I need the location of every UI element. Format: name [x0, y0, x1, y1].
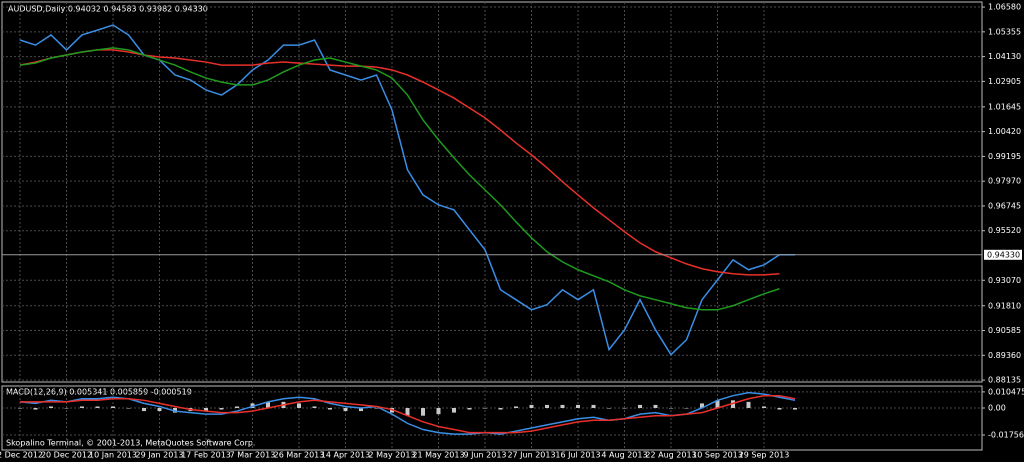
x-tick-label: 26 Mar 2013 [274, 451, 325, 460]
histogram-bar [498, 408, 503, 410]
histogram-bar [126, 408, 131, 409]
histogram-bar [545, 404, 549, 408]
histogram-bar [467, 408, 472, 410]
histogram-bar [235, 406, 239, 408]
chart-title: AUDUSD,Daily 0.94032 0.94583 0.93982 0.9… [8, 5, 208, 14]
histogram-bar [762, 406, 766, 408]
histogram-bar [328, 408, 332, 410]
x-tick-label: 9 Jun 2013 [463, 451, 506, 460]
histogram-bar [638, 404, 642, 408]
histogram-bar [374, 408, 379, 409]
histogram-bar [359, 408, 363, 412]
y-tick-label: 0.010475 [988, 387, 1024, 396]
histogram-bar [18, 408, 22, 409]
histogram-bar [684, 408, 689, 409]
y-tick-label: 1.06580 [988, 3, 1021, 12]
x-tick-label: 2 May 2013 [368, 451, 415, 460]
histogram-bar [622, 408, 627, 409]
y-tick-label: 1.05355 [988, 27, 1021, 36]
series-line [19, 391, 796, 435]
histogram-bar [777, 408, 782, 410]
histogram-bar [591, 404, 596, 408]
main-panel-frame [1, 1, 983, 383]
histogram-bar [576, 404, 580, 408]
x-tick-label: 10 Jan 2013 [89, 451, 137, 460]
x-tick-label: 17 Feb 2013 [181, 451, 231, 460]
x-tick-label: 10 Sep 2013 [692, 451, 743, 460]
x-tick-label: 20 Dec 2012 [41, 451, 92, 460]
histogram-bar [64, 408, 69, 409]
series-line [20, 394, 796, 434]
histogram-bar [669, 408, 673, 409]
histogram-bar [746, 401, 751, 408]
macd-panel-frame [1, 385, 983, 451]
y-tick-label: 0.00 [988, 404, 1006, 413]
y-tick-label: 0.88135 [988, 376, 1021, 385]
y-tick-label: 0.97970 [988, 177, 1021, 186]
histogram-bar [653, 404, 658, 408]
y-tick-label: 0.99195 [988, 152, 1021, 161]
x-tick-label: 29 Jan 2013 [136, 451, 184, 460]
y-tick-label: 0.89360 [988, 351, 1021, 360]
y-tick-label: -0.017565 [988, 431, 1024, 440]
y-tick-label: 1.04130 [988, 52, 1021, 61]
x-tick-label: 7 Mar 2013 [230, 451, 276, 460]
histogram-bar [33, 408, 38, 410]
y-tick-label: 0.95520 [988, 226, 1021, 235]
x-tick-label: 16 Jul 2013 [555, 451, 600, 460]
histogram-bar [436, 408, 441, 415]
histogram-bar [343, 408, 348, 412]
histogram-bar [49, 406, 53, 408]
y-tick-label: 1.02905 [988, 77, 1021, 86]
histogram-bar [793, 408, 797, 410]
price-label-box [984, 249, 1022, 260]
x-tick-label: 4 Aug 2013 [601, 451, 647, 460]
y-tick-label: 1.00420 [988, 127, 1021, 136]
histogram-bar [483, 408, 487, 409]
histogram-bar [312, 406, 317, 408]
x-tick-label: 29 Sep 2013 [739, 451, 790, 460]
histogram-bar [405, 408, 410, 416]
y-tick-label: 0.91810 [988, 301, 1021, 310]
histogram-bar [560, 404, 565, 408]
histogram-bar [204, 408, 208, 412]
histogram-bar [715, 400, 720, 408]
series-line [19, 47, 780, 311]
histogram-bar [80, 406, 84, 408]
histogram-bar [219, 408, 224, 410]
y-tick-label: 0.93070 [988, 276, 1021, 285]
histogram-bar [157, 408, 162, 412]
y-tick-label: 0.96745 [988, 201, 1021, 210]
x-tick-label: 27 Jun 2013 [507, 451, 555, 460]
footer: Skopalino Terminal, © 2001-2013, MetaQuo… [6, 439, 255, 448]
histogram-bar [452, 408, 456, 413]
histogram-bar [529, 404, 534, 408]
histogram-bar [297, 403, 301, 408]
price-label: 0.94330 [987, 250, 1020, 259]
histogram-bar [142, 408, 146, 412]
histogram-bar [95, 406, 100, 408]
x-tick-label: 21 May 2013 [412, 451, 464, 460]
y-tick-label: 1.01645 [988, 102, 1021, 111]
x-tick-label: 22 Aug 2013 [645, 451, 696, 460]
histogram-bar [514, 406, 518, 408]
histogram-bar [266, 401, 270, 408]
x-tick-label: 14 Apr 2013 [321, 451, 370, 460]
y-tick-label: 0.90585 [988, 326, 1021, 335]
histogram-bar [111, 406, 115, 408]
histogram-bar [700, 403, 704, 408]
histogram-bar [607, 408, 611, 409]
x-tick-label: 2 Dec 2012 [0, 451, 43, 460]
histogram-bar [421, 408, 425, 416]
